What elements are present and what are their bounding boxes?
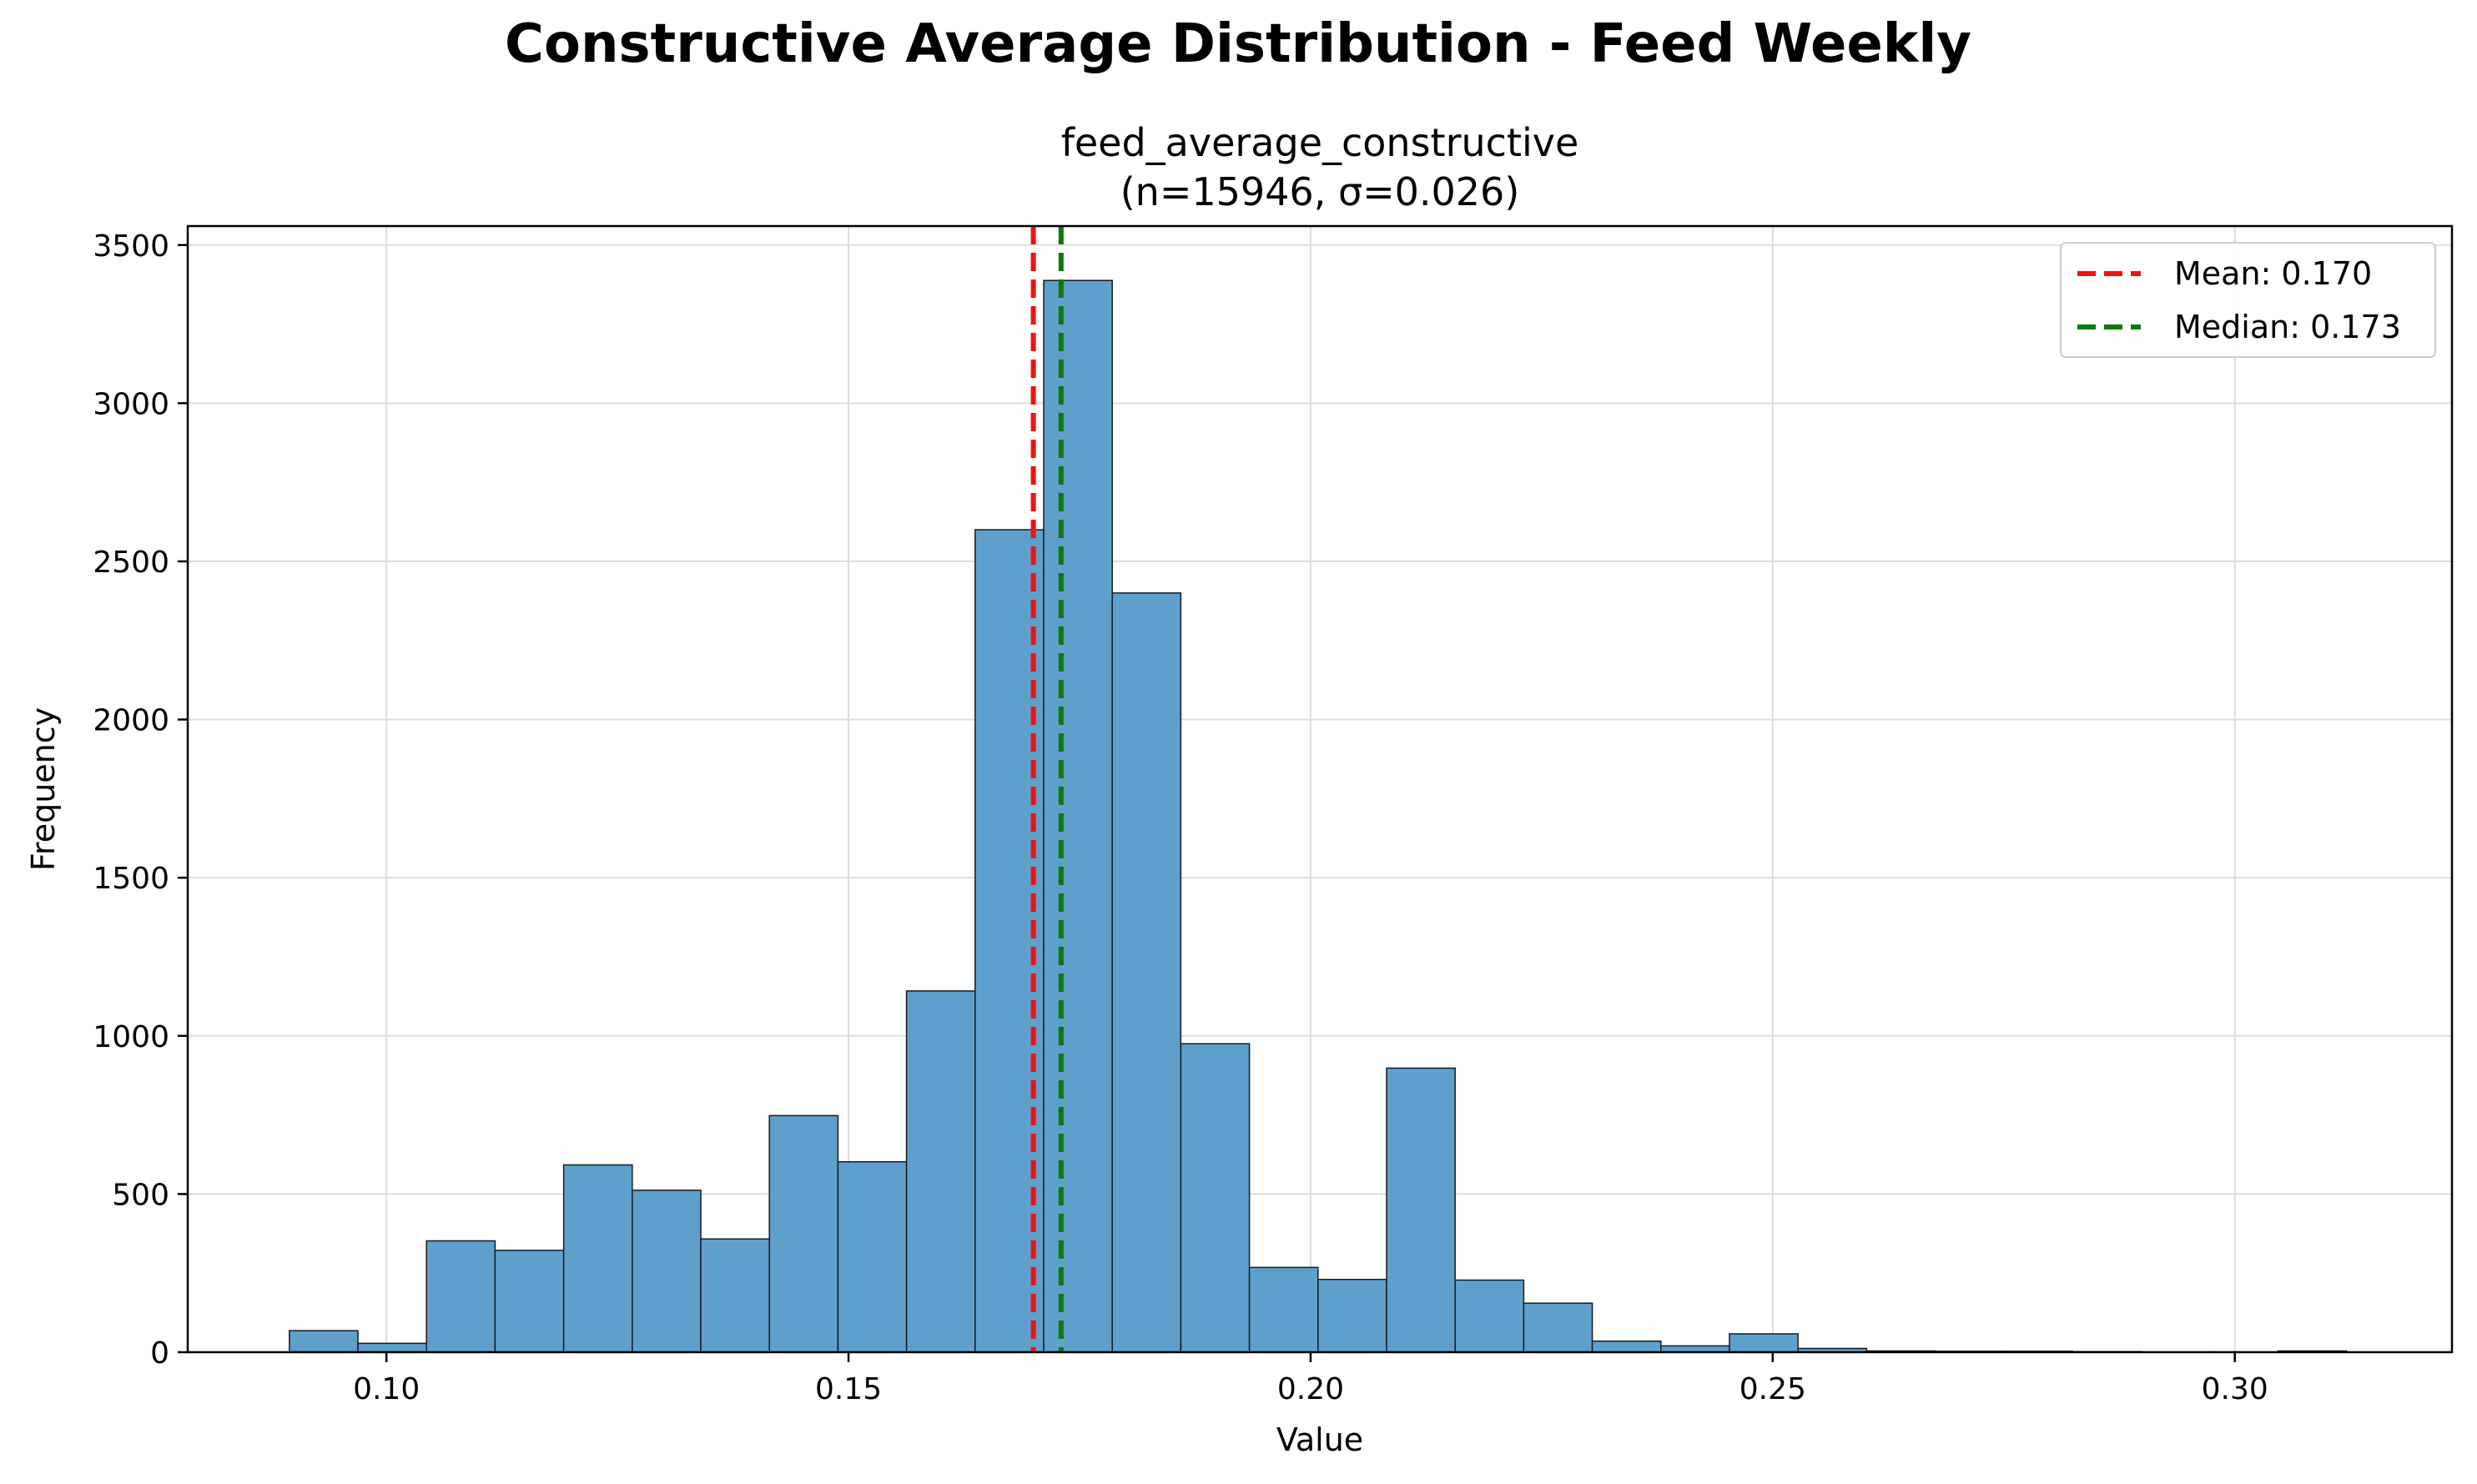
histogram-bar [1317,1279,1387,1353]
histogram-bar [494,1250,565,1353]
legend-box [2060,242,2436,358]
axis-ticks: 0.10 0.15 0.20 0.25 0.30 0 500 1000 1500 2000 2500… [93,229,2268,1406]
histogram-bar [1454,1279,1525,1353]
grid-lines [188,226,2452,1353]
histogram-bar [632,1190,702,1353]
legend: Mean: 0.170 Median: 0.173 [2060,242,2436,358]
y-axis-label: Frequency [25,707,62,871]
histogram-bar [1180,1043,1251,1353]
histogram-bar [1043,279,1113,1353]
legend-mean-label: Mean: 0.170 [2174,255,2372,292]
axes-frame [186,224,2454,1354]
y-tick-label: 3000 [93,387,169,421]
x-tick-label: 0.15 [815,1372,882,1406]
y-tick-label: 500 [112,1178,169,1212]
reference-lines [1030,226,1064,1352]
figure-title: Constructive Average Distribution - Feed… [505,13,1971,75]
histogram-bar [289,1330,359,1353]
histogram-bar [1111,592,1182,1353]
plot-title-line2: (n=15946, σ=0.026) [1120,169,1520,214]
histogram-bar [700,1238,770,1353]
histogram-bar [1523,1302,1593,1353]
legend-median-label: Median: 0.173 [2174,309,2401,345]
histogram-bar [837,1160,908,1353]
histogram-bars [289,279,2348,1353]
y-tick-label: 1000 [93,1020,169,1054]
x-axis-label: Value [1276,1421,1363,1458]
histogram-bar [905,990,976,1353]
x-tick-label: 0.25 [1739,1372,1806,1406]
x-tick-label: 0.30 [2202,1372,2268,1406]
histogram-bar [1386,1067,1456,1353]
histogram-bar [425,1240,496,1353]
histogram-bar [1248,1266,1319,1353]
histogram-bar [1591,1340,1662,1353]
histogram-bar [1729,1333,1799,1353]
histogram-bar [562,1164,633,1353]
plot-title-line1: feed_average_constructive [1061,120,1579,165]
x-tick-label: 0.10 [353,1372,420,1406]
y-tick-label: 2500 [93,546,169,580]
y-tick-label: 3500 [93,229,169,264]
x-tick-label: 0.20 [1277,1372,1344,1406]
y-tick-label: 2000 [93,704,169,738]
y-tick-label: 1500 [93,862,169,896]
histogram-bar [357,1342,427,1353]
histogram-bar [768,1114,839,1353]
y-tick-label: 0 [150,1336,169,1371]
